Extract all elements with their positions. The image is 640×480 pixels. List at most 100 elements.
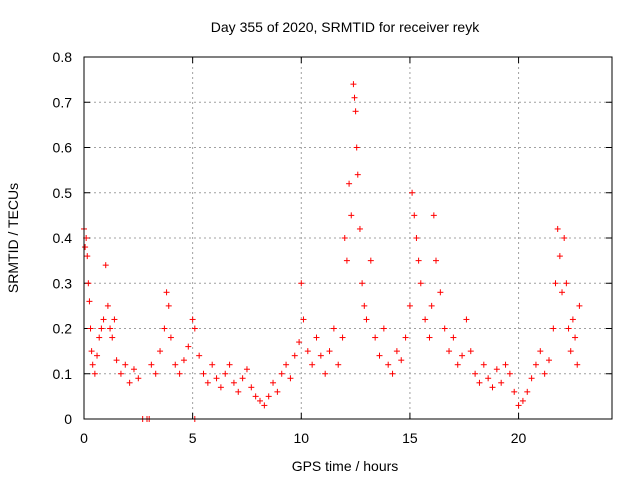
data-point [472, 370, 479, 377]
data-point [243, 366, 250, 373]
data-point [130, 366, 137, 373]
data-point [348, 212, 355, 219]
data-point [537, 348, 544, 355]
data-point [296, 339, 303, 346]
data-point [235, 388, 242, 395]
data-point [506, 370, 513, 377]
data-point [122, 361, 129, 368]
data-point [574, 361, 581, 368]
plot-frame [83, 56, 613, 420]
data-point [88, 348, 95, 355]
data-point [82, 244, 89, 251]
data-point [524, 388, 531, 395]
x-tick-label: 10 [293, 430, 309, 446]
data-point [454, 361, 461, 368]
data-point [446, 348, 453, 355]
data-point [417, 280, 424, 287]
data-point [346, 180, 353, 187]
data-point [230, 379, 237, 386]
data-point [519, 397, 526, 404]
data-point [204, 379, 211, 386]
data-point [148, 361, 155, 368]
data-point [102, 262, 109, 269]
data-point [498, 379, 505, 386]
data-point [356, 225, 363, 232]
data-point [426, 334, 433, 341]
data-point [157, 348, 164, 355]
data-point [257, 397, 263, 404]
data-point [393, 348, 400, 355]
data-point [283, 361, 290, 368]
data-point [196, 352, 203, 359]
data-point [161, 325, 168, 332]
y-tick-label: 0.6 [53, 140, 73, 156]
data-point [554, 225, 561, 232]
data-point [467, 348, 474, 355]
data-point [367, 257, 374, 264]
data-point [532, 361, 539, 368]
y-tick-label: 0.8 [53, 49, 73, 65]
data-point [126, 379, 133, 386]
data-point [351, 94, 358, 101]
data-point [406, 302, 413, 309]
data-point [441, 325, 448, 332]
data-point [463, 316, 470, 323]
data-point [389, 370, 396, 377]
data-point [252, 393, 259, 400]
data-point [176, 370, 183, 377]
data-point [291, 352, 298, 359]
x-axis-label: GPS time / hours [292, 458, 399, 474]
data-point [450, 334, 457, 341]
data-point [476, 379, 483, 386]
data-point [167, 334, 174, 341]
data-point [180, 357, 187, 364]
data-point [363, 316, 370, 323]
data-point [309, 361, 316, 368]
y-tick-label: 0.4 [53, 230, 73, 246]
axis-ticks: 0 0.1 0.2 0.3 0.4 0.5 0.6 0.7 0.8 0 5 10 15 20 [53, 49, 612, 446]
data-point [217, 384, 224, 391]
data-point [300, 316, 307, 323]
data-point [239, 375, 246, 382]
data-point [545, 357, 552, 364]
data-point [107, 325, 114, 332]
data-point [86, 298, 93, 305]
data-point [261, 402, 268, 409]
data-point [98, 325, 105, 332]
y-tick-label: 0 [64, 411, 72, 427]
data-point [100, 316, 107, 323]
data-point [304, 348, 311, 355]
data-point [274, 388, 281, 395]
data-point [352, 108, 359, 115]
data-point [428, 302, 435, 309]
data-point [270, 379, 277, 386]
data-point [85, 280, 92, 287]
data-point [380, 325, 387, 332]
data-point [569, 316, 576, 323]
data-point [152, 370, 159, 377]
data-point [326, 348, 333, 355]
data-point [422, 316, 429, 323]
data-point [480, 361, 487, 368]
data-point [191, 325, 198, 332]
data-point [209, 361, 216, 368]
data-point [385, 361, 392, 368]
data-point [550, 325, 557, 332]
data-point [576, 302, 583, 309]
data-point [459, 352, 466, 359]
data-point [556, 253, 563, 260]
data-point [354, 171, 361, 178]
data-point [165, 302, 172, 309]
data-point [559, 289, 566, 296]
data-point [353, 144, 360, 151]
data-point [213, 375, 220, 382]
data-point [163, 289, 170, 296]
data-point [265, 393, 272, 400]
data-point [411, 212, 418, 219]
data-point [563, 280, 570, 287]
grid [84, 57, 612, 419]
data-point [541, 370, 548, 377]
data-point [172, 361, 179, 368]
data-point [87, 325, 94, 332]
